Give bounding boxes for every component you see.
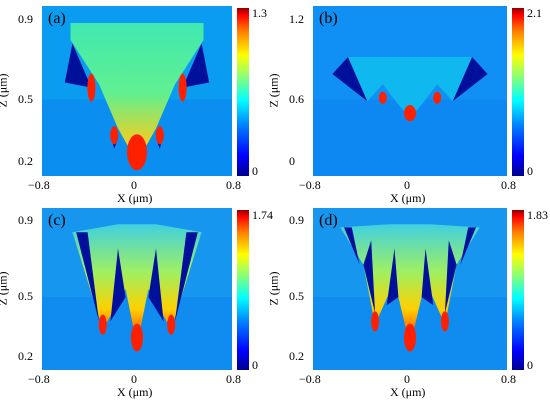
heatmap-plot-area: (c)	[42, 208, 232, 370]
y-tick-label: 0.2	[18, 154, 33, 169]
y-tick-label: 1.2	[289, 11, 304, 26]
hotspot	[433, 91, 442, 104]
hotspot	[98, 314, 107, 335]
x-axis-label: X (μm)	[390, 191, 426, 205]
panel-label: (d)	[319, 212, 338, 229]
low-field-region	[421, 248, 434, 306]
colorbar-max-label: 1.74	[252, 208, 273, 222]
hotspot	[378, 91, 387, 104]
field-enhancement-region	[347, 57, 473, 119]
x-tick-label: 0.8	[226, 372, 241, 386]
low-field-region	[110, 248, 126, 322]
y-tick-label: 0.6	[289, 91, 304, 106]
low-field-region	[64, 43, 92, 88]
field-map	[42, 224, 232, 370]
y-tick-label: 0	[289, 154, 295, 169]
y-tick-label: 0.5	[289, 289, 304, 304]
x-axis-label: X (μm)	[117, 191, 153, 205]
hotspot	[155, 126, 164, 145]
y-tick-label: 0.9	[18, 11, 33, 26]
y-axis-label: Z (μm)	[266, 73, 281, 108]
low-field-region	[332, 57, 368, 102]
colorbar-max-label: 1.3	[252, 6, 267, 20]
low-field-region	[76, 232, 99, 322]
colorbar-min-label: 0	[252, 164, 258, 178]
y-tick-label: 0.9	[18, 212, 33, 227]
colorbar	[512, 210, 524, 370]
hotspot	[404, 105, 416, 122]
field-enhancement-region	[70, 23, 204, 165]
low-field-region	[148, 248, 164, 322]
low-field-region	[452, 57, 488, 102]
x-tick-label: −0.8	[299, 372, 321, 386]
panel-label: (a)	[48, 10, 66, 27]
colorbar-min-label: 0	[527, 358, 533, 372]
x-tick-label: 0	[404, 372, 410, 386]
y-tick-label: 0.2	[289, 349, 304, 364]
low-field-region	[444, 240, 457, 314]
x-tick-label: 0.8	[226, 178, 241, 192]
hotspot	[371, 311, 380, 332]
field-map	[42, 23, 232, 176]
y-axis-label: Z (μm)	[0, 271, 10, 305]
colorbar-min-label: 0	[252, 358, 258, 372]
panel-label: (b)	[319, 10, 338, 27]
hotspot	[440, 311, 449, 332]
y-tick-label: 0.9	[289, 212, 304, 227]
hotspot	[87, 73, 96, 102]
colorbar-max-label: 2.1	[527, 6, 542, 20]
x-tick-label: 0	[131, 372, 137, 386]
y-tick-label: 0.5	[18, 91, 33, 106]
hotspot	[110, 126, 119, 145]
x-axis-label: X (μm)	[117, 385, 153, 399]
colorbar	[237, 210, 249, 370]
x-tick-label: 0	[404, 178, 410, 192]
heatmap-plot-area: (d)	[313, 208, 507, 370]
x-axis-label: X (μm)	[390, 385, 426, 399]
field-map	[313, 224, 507, 370]
low-field-region	[363, 240, 376, 314]
panel-label: (c)	[48, 212, 66, 229]
heatmap-plot-area: (b)	[313, 6, 507, 176]
colorbar-max-label: 1.83	[527, 208, 548, 222]
heatmap-plot-area: (a)	[42, 6, 232, 176]
y-axis-label: Z (μm)	[0, 73, 10, 107]
x-tick-label: −0.8	[28, 372, 50, 386]
y-tick-label: 0.5	[18, 289, 33, 304]
x-tick-label: 0	[131, 178, 137, 192]
field-enhancement-region	[72, 224, 202, 346]
low-field-region	[460, 227, 476, 265]
y-tick-label: 0.2	[18, 349, 33, 364]
hotspot	[167, 314, 176, 335]
colorbar-min-label: 0	[527, 164, 533, 178]
hotspot	[178, 73, 187, 102]
x-tick-label: −0.8	[299, 178, 321, 192]
x-tick-label: 0.8	[501, 372, 516, 386]
x-tick-label: −0.8	[28, 178, 50, 192]
colorbar	[237, 8, 249, 176]
hotspot	[131, 323, 143, 352]
low-field-region	[386, 248, 399, 306]
low-field-region	[182, 43, 210, 88]
hotspot	[127, 134, 147, 171]
hotspot	[404, 323, 416, 352]
colorbar	[512, 8, 524, 176]
x-tick-label: 0.8	[501, 178, 516, 192]
field-map	[313, 57, 507, 176]
y-axis-label: Z (μm)	[266, 271, 281, 306]
